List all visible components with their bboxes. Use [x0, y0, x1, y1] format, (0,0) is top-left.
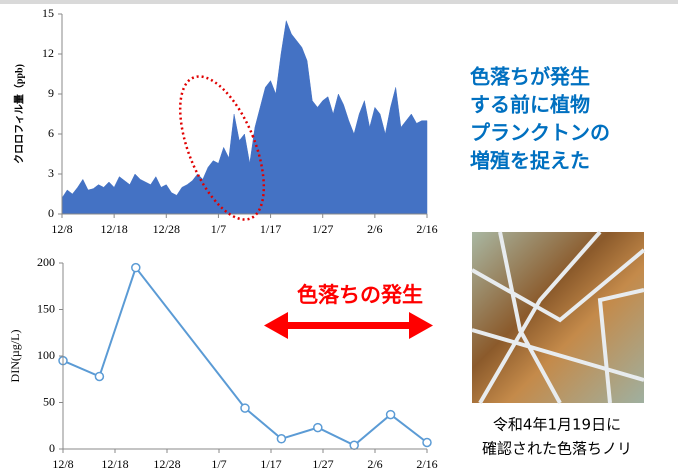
y-tick-label: 9: [48, 86, 54, 100]
photo-caption: 確認された色落ちノリ: [482, 440, 632, 458]
double-arrow: [264, 312, 433, 339]
charts: 0 3 6 9 12 15 12/8 12/18 12/28 1/7 1/17 1/27 2/6 2/16…: [8, 6, 438, 471]
x-tick-label: 1/27: [312, 222, 333, 236]
x-tick-label: 1/17: [260, 222, 281, 236]
message-line: 増殖を捉えた: [470, 149, 590, 173]
message-line: プランクトンの: [470, 121, 610, 145]
message-line: する前に植物: [470, 93, 590, 117]
x-tick-label: 2/16: [416, 457, 437, 471]
point: [385, 409, 396, 420]
top-band: [0, 0, 678, 4]
x-tick-label: 1/7: [211, 222, 226, 236]
y-tick-label: 0: [49, 441, 55, 455]
highlight-ellipse: [178, 75, 266, 221]
area: [61, 19, 428, 215]
point: [422, 437, 432, 448]
point: [313, 422, 323, 433]
y-tick-label: 12: [42, 46, 54, 60]
x-tick-label: 12/18: [100, 222, 127, 236]
message-line: 色落ちが発生: [470, 65, 590, 89]
y-axis-label: DIN(µg/L): [8, 330, 22, 383]
point: [276, 434, 287, 444]
y-axis-label: クロロフィル量（ppb): [12, 64, 25, 164]
point: [94, 371, 105, 382]
event-label: 色落ちの発生: [297, 283, 423, 307]
point: [131, 262, 141, 273]
x-tick-label: 1/27: [312, 457, 333, 471]
x-tick-label: 2/16: [416, 222, 437, 236]
x-tick-label: 12/28: [153, 457, 180, 471]
x-tick-label: 1/17: [260, 457, 281, 471]
y-tick-label: 200: [37, 255, 55, 269]
y-tick-label: 15: [42, 6, 54, 20]
y-tick-label: 0: [48, 206, 54, 220]
x-tick-label: 12/28: [153, 222, 180, 236]
message: 色落ちが発生 する前に植物 プランクトンの 増殖を捉えた: [470, 65, 610, 173]
y-tick-label: 3: [48, 166, 54, 180]
point: [240, 403, 250, 413]
x-tick-label: 12/18: [101, 457, 128, 471]
y-tick-label: 150: [37, 301, 55, 315]
x-tick-label: 1/7: [211, 457, 226, 471]
y-tick-label: 50: [43, 394, 55, 408]
point: [349, 440, 359, 451]
photo-caption: 令和4年1月19日に: [493, 416, 621, 434]
x-tick-label: 12/8: [52, 457, 73, 471]
photo: [471, 230, 646, 405]
y-tick-label: 6: [48, 126, 54, 140]
y-tick-label: 100: [37, 348, 55, 362]
x-tick-label: 2/6: [367, 457, 382, 471]
x-tick-label: 12/8: [51, 222, 72, 236]
x-tick-label: 2/6: [367, 222, 382, 236]
